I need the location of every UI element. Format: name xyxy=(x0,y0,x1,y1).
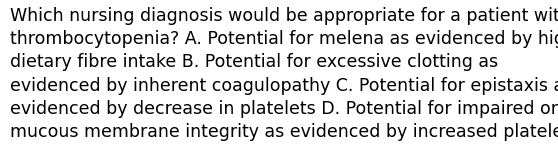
Text: Which nursing diagnosis would be appropriate for a patient with
thrombocytopenia: Which nursing diagnosis would be appropr… xyxy=(10,7,558,141)
